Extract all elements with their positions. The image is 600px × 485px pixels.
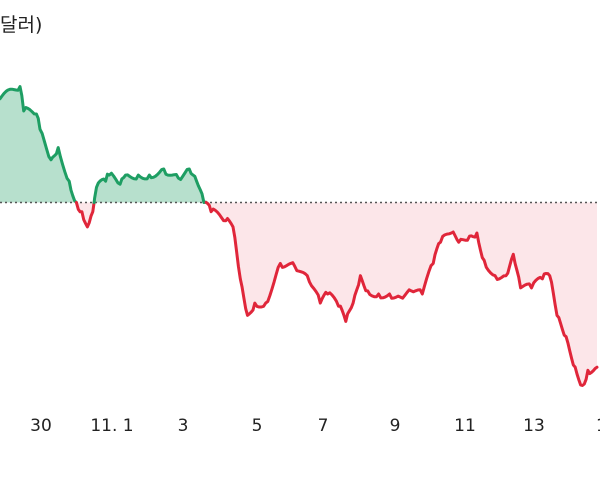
y-unit-label: 달러) <box>0 14 42 36</box>
below-segment-1 <box>74 201 96 229</box>
above-area-0 <box>0 86 77 203</box>
below-segment-3 <box>204 201 599 387</box>
x-tick-label: 11. 1 <box>90 416 133 436</box>
x-tick-label: 7 <box>318 416 329 436</box>
x-axis-ticks: 30 11. 1 3 5 7 9 11 13 15 <box>30 416 600 436</box>
above-area-2 <box>94 169 207 203</box>
above-segment-0 <box>0 85 78 204</box>
x-tick-label: 11 <box>454 416 476 436</box>
above-segment-2 <box>92 167 208 204</box>
x-tick-label: 15 <box>596 416 600 436</box>
x-tick-label: 9 <box>390 416 401 436</box>
price-line <box>0 85 599 387</box>
area-fill <box>0 86 597 386</box>
x-tick-label: 30 <box>30 416 52 436</box>
below-area-3 <box>206 202 597 386</box>
x-tick-label: 5 <box>252 416 263 436</box>
x-tick-label: 3 <box>178 416 189 436</box>
x-tick-label: 13 <box>523 416 545 436</box>
